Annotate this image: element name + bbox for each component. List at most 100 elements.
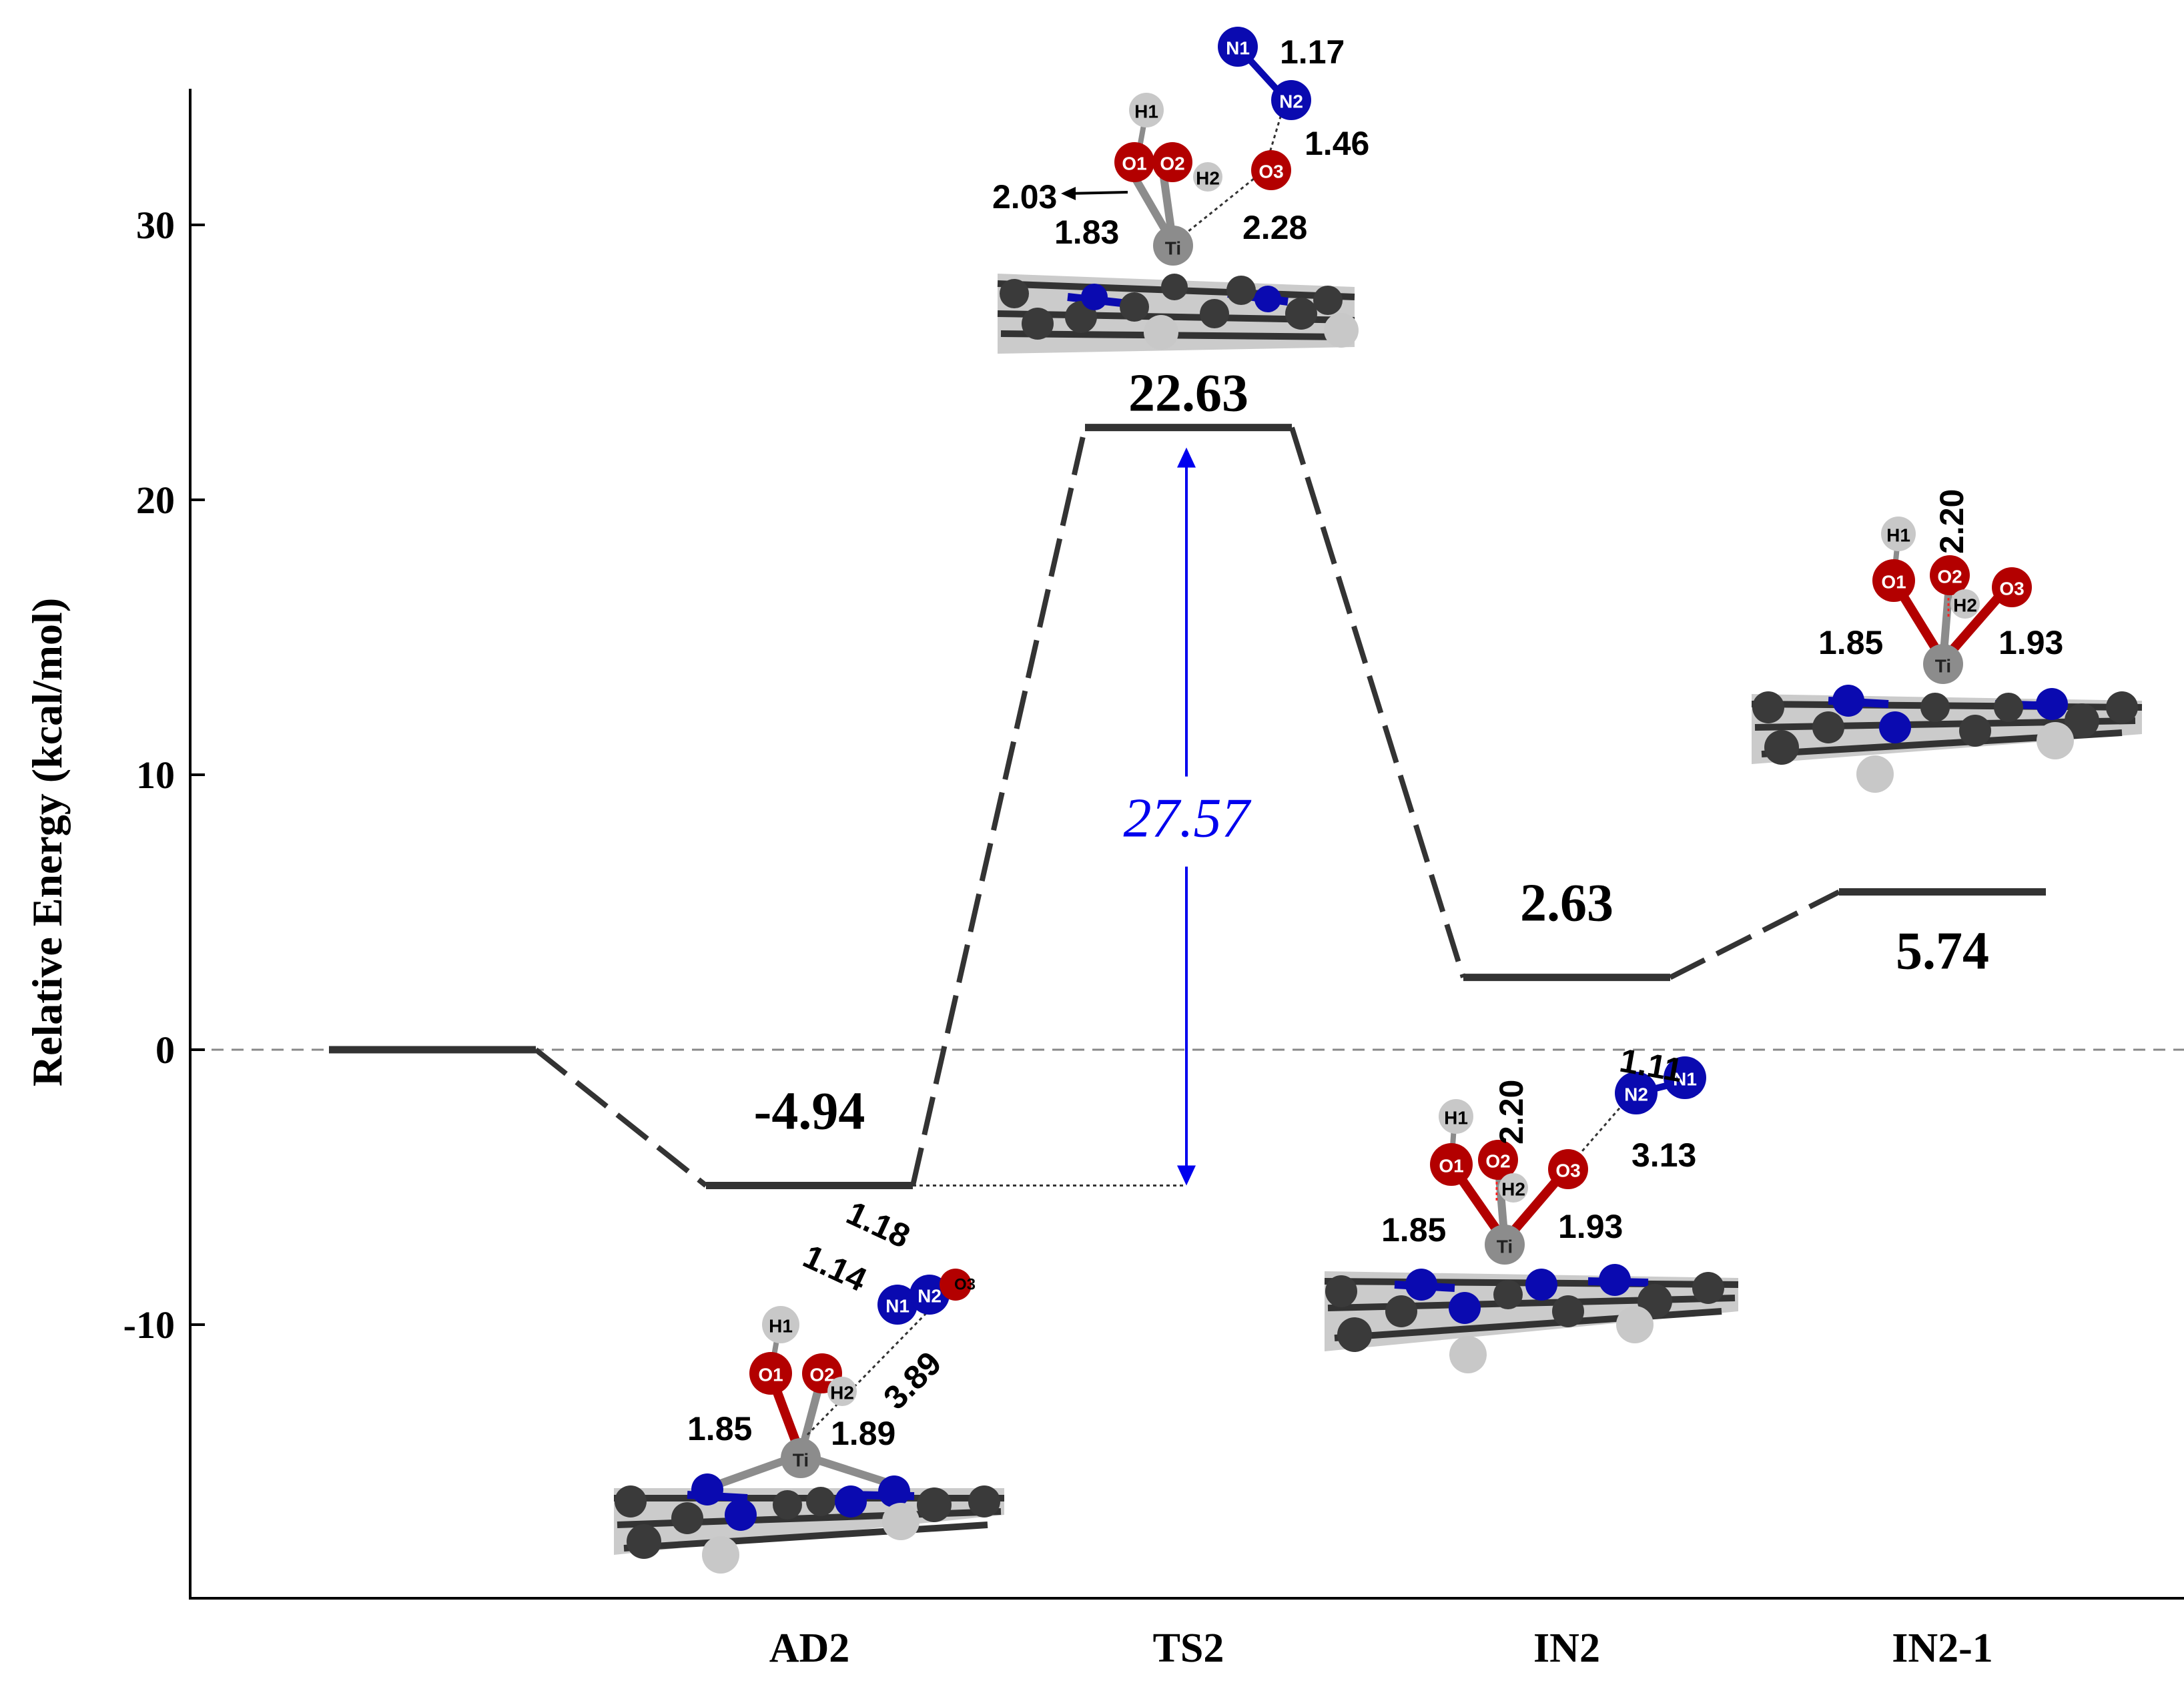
svg-text:N1: N1 [1673,1069,1697,1090]
svg-text:N1: N1 [885,1296,909,1317]
category-label-TS2: TS2 [1153,1626,1224,1671]
hydrogen-atom [827,1377,857,1406]
svg-text:O3: O3 [1999,579,2024,599]
bond-length-label: 2.20 [1933,489,1970,554]
y-tick-label: 10 [136,753,175,797]
value-label-IN2: 2.63 [1520,874,1613,933]
oxygen-atom [1152,142,1192,182]
titanium-atom [1485,1225,1525,1265]
svg-text:H2: H2 [1501,1179,1525,1200]
connector-line [534,1047,708,1188]
oxygen-atom [1548,1149,1588,1189]
energy-levels [329,424,2046,1190]
oxygen-atom [940,1269,972,1301]
y-ticks [190,224,205,1326]
svg-text:Ti: Ti [793,1450,809,1471]
y-tick-label: -10 [123,1303,175,1347]
hydrogen-atom [1499,1173,1528,1203]
svg-text:O1: O1 [1122,153,1146,174]
structure-TS2: Ti O1 O2 H2 H1 O3 N2 N1 2.03 1.83 2.28 1… [992,27,1369,354]
category-label-IN2: IN2 [1533,1626,1600,1671]
hydrogen-atom [1129,93,1164,127]
svg-text:N2: N2 [1279,91,1303,112]
svg-text:O3: O3 [1555,1160,1580,1181]
svg-text:Ti: Ti [1165,238,1181,259]
oxygen-atom [1114,142,1154,182]
bond-length-label: 1.83 [1054,214,1119,251]
nitrogen-atom [1615,1072,1658,1114]
svg-text:O3: O3 [1258,161,1283,182]
value-label-IN2-1: 5.74 [1896,922,1989,981]
bond-length-label: 1.85 [1818,624,1883,661]
porphyrin-ring-IN2-1 [1751,685,2143,793]
svg-text:H1: H1 [1134,101,1158,122]
nitrogen-atom [1218,27,1258,67]
porphyrin-ring-AD2 [614,1451,1004,1574]
connector-lines [534,426,1840,1188]
y-axis-label: Relative Energy (kcal/mol) [23,598,71,1086]
bond-length-label: 3.13 [1631,1136,1696,1174]
connector-line [1289,426,1466,978]
bond-length-label: 1.93 [1998,624,2063,661]
value-label-AD2: -4.94 [754,1082,865,1141]
oxygen-atom [1872,559,1915,602]
titanium-atom [1923,644,1963,684]
svg-text:O1: O1 [758,1365,783,1385]
svg-text:H2: H2 [1953,595,1977,616]
y-tick-label: 30 [136,204,175,247]
titanium-atom [781,1438,821,1478]
porphyrin-ring-IN2 [1324,1264,1739,1373]
svg-text:H1: H1 [1444,1108,1468,1128]
oxygen-atom [1251,150,1291,190]
svg-text:O2: O2 [1937,567,1962,587]
y-tick-label: 0 [155,1028,175,1072]
svg-text:O2: O2 [1160,153,1184,174]
y-tick-label: 20 [136,478,175,522]
category-label-IN2-1: IN2-1 [1892,1626,1993,1671]
value-label-TS2: 22.63 [1128,364,1248,423]
hydrogen-atom [1193,162,1222,192]
bond-length-label: 2.20 [1493,1080,1530,1144]
svg-text:O3: O3 [954,1276,976,1294]
svg-text:N1: N1 [1226,38,1250,59]
bond-length-label: 3.89 [876,1344,948,1416]
structure-IN2: Ti O1 O2 H2 O3 H1 N2 N1 1.85 1.93 2.20 3… [1324,1042,1739,1373]
y-tick-labels: -10 0 10 20 30 [123,204,175,1347]
structure-IN2-1: Ti O1 O2 H2 O3 H1 1.85 1.93 2.20 [1751,489,2143,793]
barrier-arrowhead-up [1177,447,1196,468]
nitrogen-atom [1664,1056,1706,1099]
bond-length-label: 1.46 [1305,125,1369,162]
svg-text:Ti: Ti [1935,656,1951,677]
category-label-AD2: AD2 [769,1626,850,1671]
bond-length-label: 2.28 [1242,209,1307,246]
svg-text:H1: H1 [1886,525,1910,546]
svg-text:Ti: Ti [1497,1237,1513,1257]
nitrogen-atom [877,1285,918,1325]
hydrogen-atom [762,1306,799,1343]
bond-length-label: 1.14 [797,1237,872,1299]
structure-AD2: Ti O1 O2 H2 H1 N1 N2 O3 1.85 1.89 3.89 1… [614,1194,1004,1574]
titanium-atom [1153,226,1193,266]
oxygen-atom [749,1352,792,1395]
bond-length-label: 1.93 [1558,1208,1623,1245]
connector-line [1669,889,1840,980]
hydrogen-atom [1439,1099,1473,1134]
oxygen-atom [1930,555,1970,595]
svg-text:O1: O1 [1439,1156,1463,1176]
hydrogen-atom [1881,517,1916,551]
bond-length-label: 1.18 [841,1194,916,1255]
oxygen-atom [1430,1143,1473,1186]
oxygen-atom [1992,567,2032,607]
barrier-arrow [1177,447,1196,1186]
bond-length-label: 1.17 [1280,33,1345,71]
svg-text:H1: H1 [769,1316,793,1337]
nitrogen-atom [1271,80,1311,120]
connector-line [910,426,1088,1187]
bond-length-label: 1.85 [1381,1211,1446,1249]
svg-text:H2: H2 [1196,168,1220,189]
hydrogen-atom [1950,589,1980,619]
svg-text:H2: H2 [830,1383,854,1403]
svg-text:O1: O1 [1881,572,1906,593]
svg-text:O2: O2 [809,1365,834,1385]
